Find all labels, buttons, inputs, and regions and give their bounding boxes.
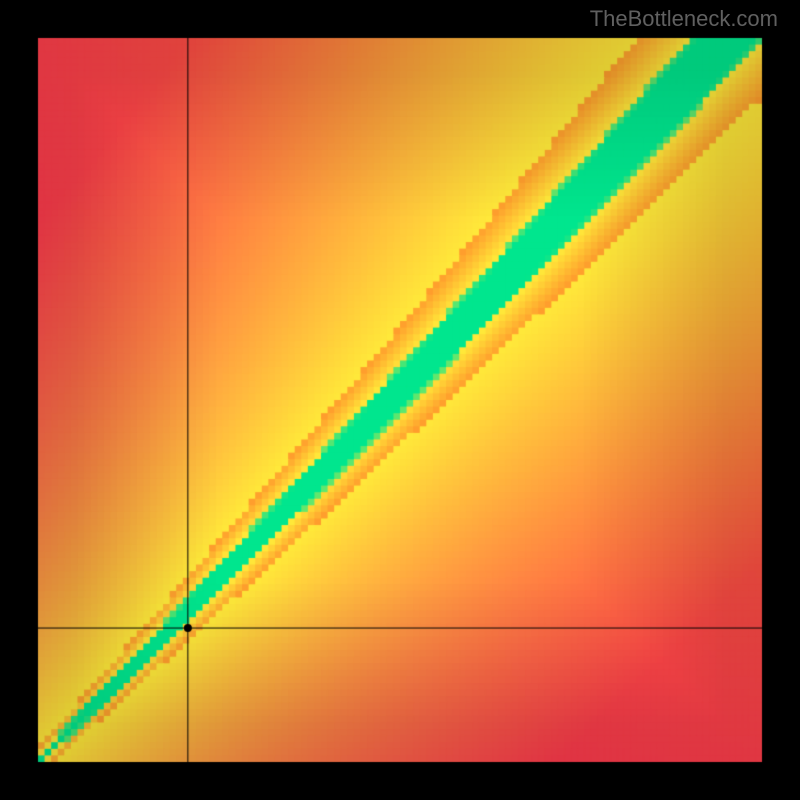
bottleneck-heatmap [0, 0, 800, 800]
watermark-text: TheBottleneck.com [590, 6, 778, 32]
chart-root: TheBottleneck.com [0, 0, 800, 800]
